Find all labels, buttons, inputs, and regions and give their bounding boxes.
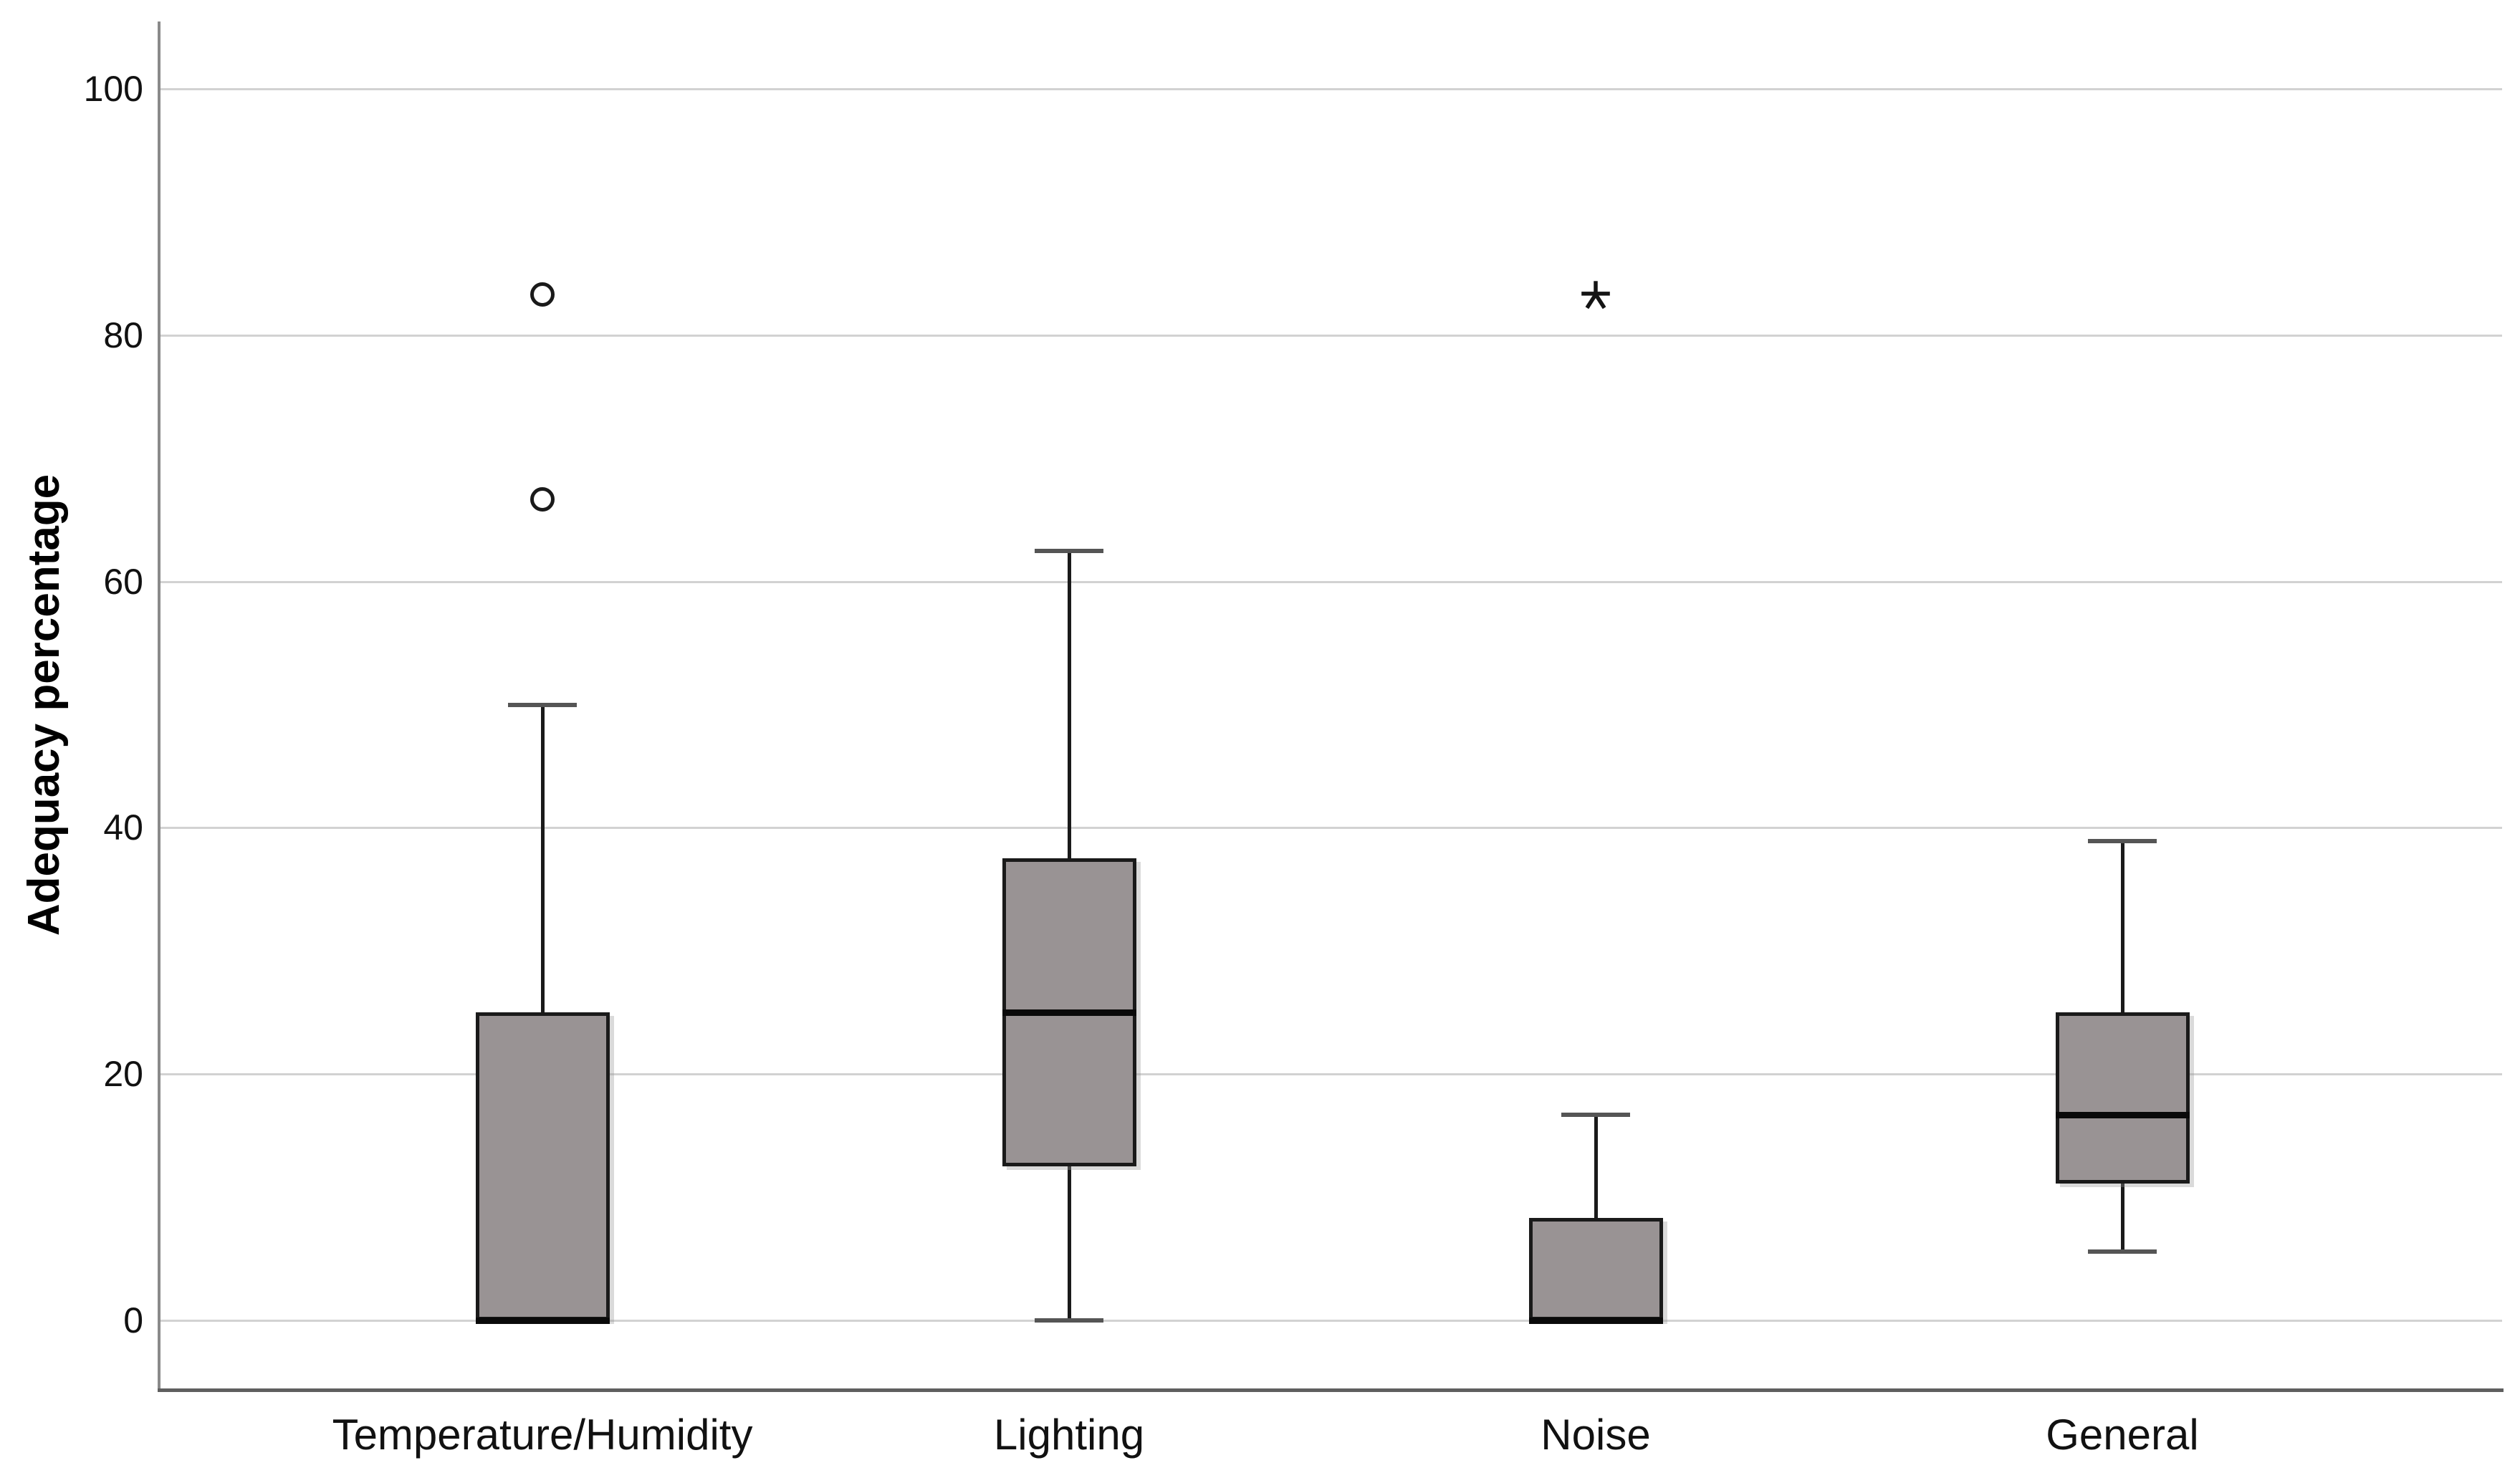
gridline-100 xyxy=(159,88,2502,90)
outlier-circle xyxy=(530,486,555,512)
category-label: Noise xyxy=(1541,1411,1651,1459)
y-tick-label: 60 xyxy=(103,561,143,602)
gridline-20 xyxy=(159,1073,2502,1076)
lower-whisker-cap xyxy=(1035,1318,1103,1323)
lower-whisker-cap xyxy=(2088,1249,2157,1254)
gridline-60 xyxy=(159,580,2502,583)
y-axis-line xyxy=(158,21,161,1391)
upper-whisker xyxy=(2120,841,2124,1013)
y-tick-label: 100 xyxy=(83,69,143,109)
upper-whisker xyxy=(540,704,545,1013)
outlier-asterisk-icon xyxy=(1580,279,1611,310)
y-axis-title: Adequacy percentage xyxy=(19,474,69,936)
median-line xyxy=(475,1318,610,1324)
y-tick-label: 20 xyxy=(103,1054,143,1095)
lower-whisker xyxy=(1067,1166,1071,1320)
upper-whisker-cap xyxy=(508,702,577,707)
y-tick-label: 0 xyxy=(123,1300,143,1340)
category-label: Temperature/Humidity xyxy=(332,1411,753,1459)
category-label: Lighting xyxy=(993,1411,1145,1459)
lower-whisker xyxy=(2120,1184,2124,1252)
x-axis-line xyxy=(158,1388,2504,1392)
gridline-40 xyxy=(159,827,2502,830)
gridline-80 xyxy=(159,334,2502,337)
y-tick-label: 80 xyxy=(103,315,143,355)
category-label: General xyxy=(2046,1411,2199,1459)
box-1 xyxy=(475,1012,610,1320)
box-3 xyxy=(1528,1217,1663,1320)
y-tick-label: 40 xyxy=(103,807,143,848)
median-line xyxy=(2055,1112,2190,1119)
outlier-circle xyxy=(530,282,555,307)
median-line xyxy=(1528,1318,1663,1324)
upper-whisker-cap xyxy=(1561,1113,1630,1118)
median-line xyxy=(1002,1009,1136,1017)
upper-whisker-cap xyxy=(2088,839,2157,844)
upper-whisker-cap xyxy=(1035,548,1103,553)
upper-whisker xyxy=(1594,1115,1598,1218)
gridline-0 xyxy=(159,1320,2502,1322)
box-4 xyxy=(2055,1012,2190,1184)
upper-whisker xyxy=(1067,550,1071,859)
